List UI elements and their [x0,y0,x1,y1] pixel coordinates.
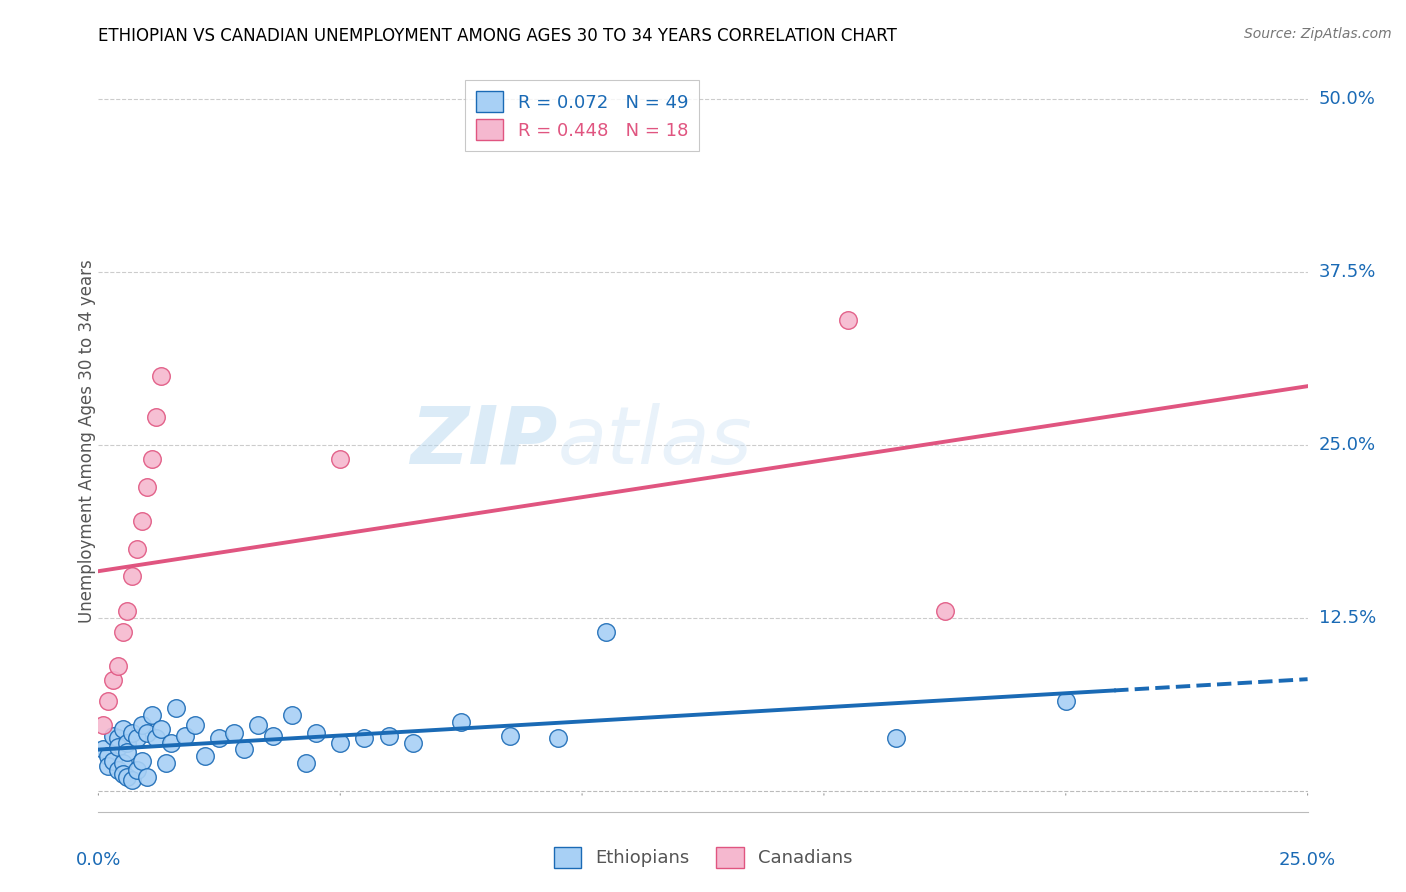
Point [107,763,129,777]
Point [117,735,139,749]
Point [150,368,173,383]
Point [127,763,149,777]
Point [281,707,304,722]
Point [165,701,187,715]
Point [402,735,425,749]
Point [97,749,120,764]
Point [107,739,129,754]
Text: ETHIOPIAN VS CANADIAN UNEMPLOYMENT AMONG AGES 30 TO 34 YEARS CORRELATION CHART: ETHIOPIAN VS CANADIAN UNEMPLOYMENT AMONG… [98,27,897,45]
Point [141,707,163,722]
Point [141,451,163,466]
Point [121,726,143,740]
Point [131,754,153,768]
Point [174,729,197,743]
Point [117,770,139,784]
Point [107,731,129,746]
Point [155,756,177,771]
Point [194,749,217,764]
Text: Source: ZipAtlas.com: Source: ZipAtlas.com [1244,27,1392,41]
Text: ZIP: ZIP [411,402,558,481]
Point [547,731,569,746]
Point [222,726,245,740]
Text: 50.0%: 50.0% [1319,90,1375,108]
Point [97,759,120,773]
Point [145,410,167,425]
Point [101,673,124,688]
Point [934,604,956,618]
Point [837,313,859,327]
Point [595,624,617,639]
Point [127,731,149,746]
Point [131,514,153,528]
Point [1054,694,1077,708]
Point [150,722,173,736]
Point [160,735,183,749]
Point [886,731,908,746]
Point [353,731,375,746]
Point [262,729,284,743]
Point [111,767,134,781]
Point [208,731,231,746]
Point [329,451,352,466]
Point [450,714,472,729]
Point [135,479,157,493]
Point [91,717,114,731]
Point [135,770,157,784]
Text: atlas: atlas [558,402,752,481]
Point [232,742,254,756]
Text: 12.5%: 12.5% [1319,609,1376,627]
Point [295,756,318,771]
Point [117,604,139,618]
Point [97,694,120,708]
Point [247,717,270,731]
Point [111,722,134,736]
Text: 25.0%: 25.0% [1319,436,1376,454]
Point [305,726,328,740]
Point [131,717,153,731]
Point [107,659,129,673]
Point [377,729,399,743]
Point [117,745,139,759]
Text: 37.5%: 37.5% [1319,263,1376,281]
Text: 0.0%: 0.0% [76,851,121,869]
Point [111,756,134,771]
Point [145,731,167,746]
Legend: Ethiopians, Canadians: Ethiopians, Canadians [544,838,862,877]
Point [329,735,352,749]
Point [184,717,207,731]
Point [127,541,149,556]
Text: 25.0%: 25.0% [1279,851,1336,869]
Point [121,772,143,787]
Point [101,729,124,743]
Point [135,726,157,740]
Point [498,729,520,743]
Point [121,569,143,583]
Point [91,742,114,756]
Y-axis label: Unemployment Among Ages 30 to 34 years: Unemployment Among Ages 30 to 34 years [79,260,96,624]
Point [101,754,124,768]
Point [111,624,134,639]
